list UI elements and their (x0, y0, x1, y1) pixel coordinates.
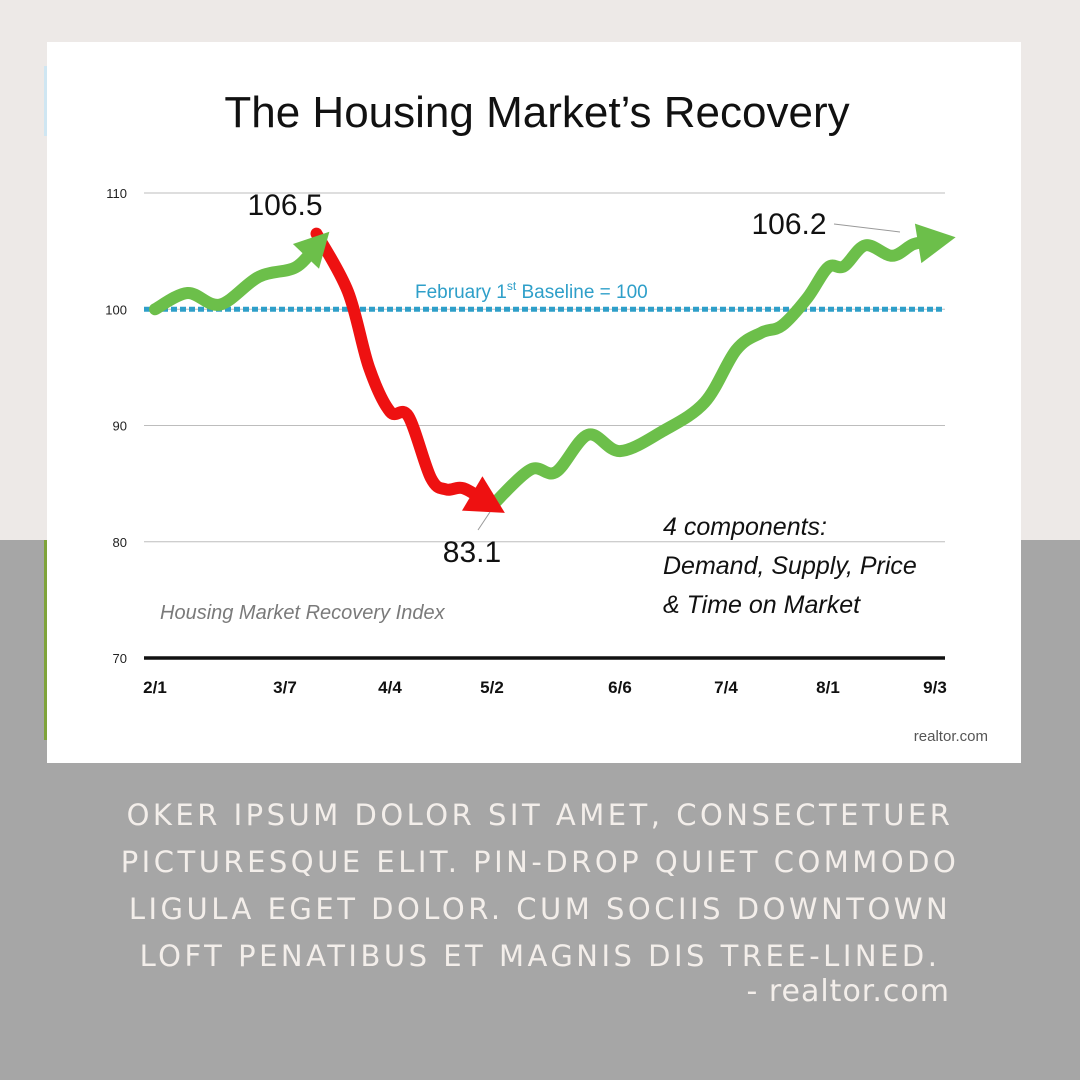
quote-text: OKER IPSUM DOLOR SIT AMET, CONSECTETUER … (40, 792, 1040, 980)
quote-attribution: - realtor.com (746, 974, 950, 1009)
x-tick-label: 9/3 (923, 678, 947, 697)
x-tick-label: 2/1 (143, 678, 167, 697)
annotation-label: 106.2 (751, 208, 826, 241)
annotation-label: 83.1 (443, 536, 501, 569)
y-tick-label: 80 (113, 535, 127, 550)
quote-line: LIGULA EGET DOLOR. CUM SOCIIS DOWNTOWN (128, 892, 952, 926)
components-note-line: & Time on Market (663, 591, 861, 619)
baseline-label: February 1st Baseline = 100 (415, 279, 648, 303)
quote-line: PICTURESQUE ELIT. PIN-DROP QUIET COMMODO (120, 845, 960, 879)
annotation-leader (477, 511, 491, 531)
y-tick-label: 110 (106, 186, 127, 201)
series-arrow-head (292, 231, 330, 269)
series-line (149, 239, 323, 316)
quote-line: LOFT PENATIBUS ET MAGNIS DIS TREE-LINED. (139, 939, 941, 973)
chart-card (47, 42, 1021, 763)
series-line (310, 227, 493, 509)
annotation-label: 106.5 (247, 189, 322, 222)
chart-title: The Housing Market’s Recovery (224, 88, 850, 137)
left-accent-bar (44, 540, 47, 740)
series-arrow-head (914, 223, 956, 264)
components-note-line: 4 components: (663, 513, 827, 541)
quote-line: OKER IPSUM DOLOR SIT AMET, CONSECTETUER (126, 798, 954, 832)
y-tick-label: 90 (113, 419, 127, 434)
source-label: realtor.com (914, 728, 988, 745)
series-arrow-head (461, 476, 505, 513)
y-tick-label: 70 (113, 651, 127, 666)
x-tick-label: 3/7 (273, 678, 297, 697)
x-tick-label: 6/6 (608, 678, 632, 697)
x-tick-label: 4/4 (378, 678, 402, 697)
x-tick-label: 5/2 (480, 678, 504, 697)
y-tick-label: 100 (105, 302, 127, 317)
left-accent-bar-top (44, 66, 47, 136)
series-line (486, 234, 941, 512)
components-note-line: Demand, Supply, Price (663, 552, 917, 580)
annotation-leader (833, 223, 901, 233)
x-tick-label: 8/1 (816, 678, 840, 697)
series-label: Housing Market Recovery Index (160, 602, 446, 624)
x-tick-label: 7/4 (714, 678, 738, 697)
